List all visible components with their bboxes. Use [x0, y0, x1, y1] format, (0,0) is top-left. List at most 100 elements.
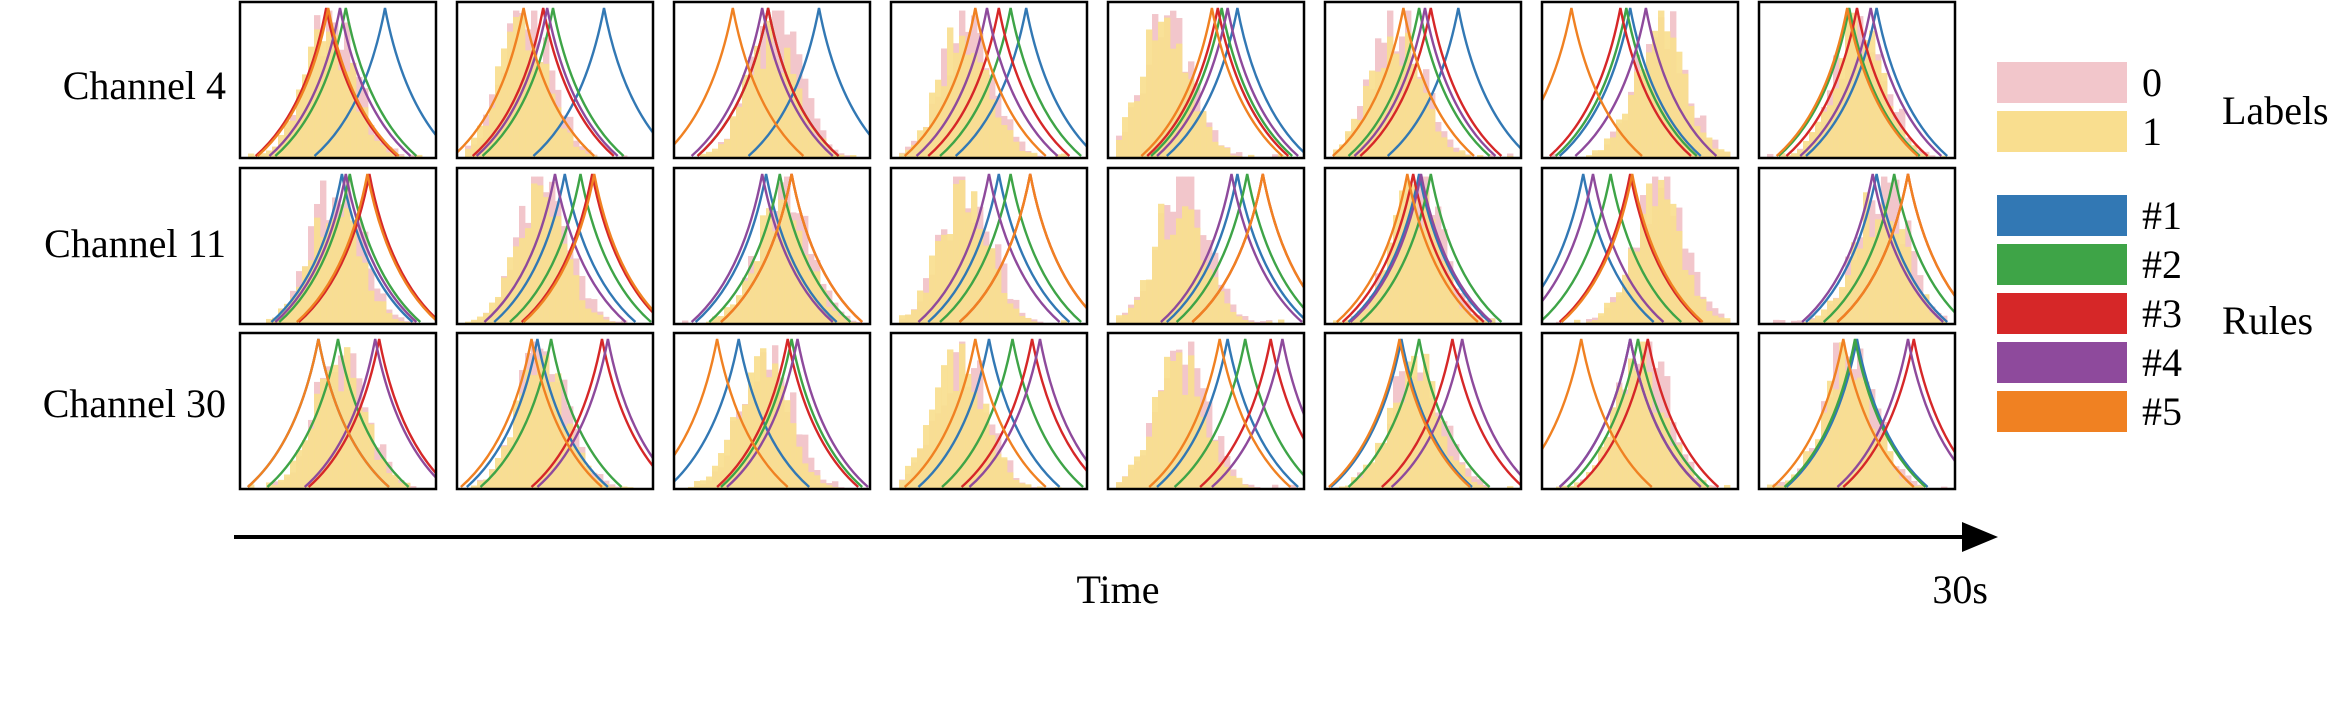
hist-bar-label-1 — [1917, 153, 1924, 158]
hist-bar-label-1 — [1128, 307, 1135, 324]
panel-r3-c2 — [455, 331, 655, 491]
hist-bar-label-1 — [320, 237, 327, 324]
hist-bar-label-1 — [1248, 154, 1255, 158]
hist-bar-label-1 — [1917, 294, 1924, 324]
hist-bar-label-1 — [1664, 199, 1671, 324]
hist-bar-label-1 — [1405, 32, 1412, 158]
panel-r3-c1 — [238, 331, 438, 491]
hist-bar-label-1 — [742, 74, 749, 158]
hist-bar-label-1 — [1652, 30, 1659, 158]
hist-bar-label-0 — [621, 155, 628, 158]
rule-3-curve — [1785, 7, 1929, 157]
hist-bar-label-1 — [1658, 10, 1665, 158]
hist-bar-label-1 — [1158, 203, 1165, 324]
panel-r1-c2 — [455, 0, 655, 160]
hist-bar-label-1 — [1441, 436, 1448, 489]
hist-bar-label-1 — [1664, 31, 1671, 158]
hist-bar-label-1 — [597, 314, 604, 324]
hist-bar-label-1 — [706, 151, 713, 158]
hist-bar-label-1 — [1899, 229, 1906, 324]
rule-4-curve — [1799, 7, 1943, 157]
panel-r2-c5 — [1106, 166, 1306, 326]
hist-bar-label-1 — [1718, 317, 1725, 324]
legend-text-rule-2: #2 — [2142, 242, 2182, 287]
rule-2-curve — [266, 338, 410, 488]
hist-bar-label-1 — [983, 69, 990, 158]
rule-4-curve — [1558, 338, 1702, 488]
hist-bar-label-1 — [1122, 117, 1129, 158]
hist-bar-label-1 — [1773, 485, 1780, 489]
rule-2-curve — [278, 173, 422, 323]
hist-bar-label-1 — [1417, 228, 1424, 324]
hist-bar-label-1 — [977, 229, 984, 324]
hist-bar-label-1 — [1278, 319, 1285, 324]
rule-3-curve — [696, 7, 840, 157]
hist-bar-label-1 — [1833, 88, 1840, 158]
hist-bar-label-1 — [1821, 111, 1828, 158]
hist-bar-label-1 — [272, 146, 279, 158]
hist-bar-label-1 — [844, 320, 851, 324]
rule-1-curve — [747, 7, 870, 157]
hist-bar-label-1 — [899, 315, 906, 324]
hist-bar-label-1 — [1670, 203, 1677, 324]
hist-bar-label-1 — [1718, 149, 1725, 158]
rule-5-curve — [674, 7, 805, 157]
hist-bar-label-1 — [1610, 407, 1617, 489]
hist-bar-label-1 — [1447, 147, 1454, 158]
hist-bar-label-1 — [1465, 313, 1472, 324]
hist-bar-label-1 — [356, 111, 363, 158]
time-axis: Time 30s — [234, 522, 1998, 612]
hist-bar-label-1 — [1809, 451, 1816, 489]
rule-2-curve — [1359, 173, 1503, 323]
hist-bar-label-1 — [1700, 298, 1707, 324]
rule-4-curve — [483, 173, 627, 323]
panel-frame — [1540, 0, 1740, 160]
hist-bar-label-1 — [278, 134, 285, 158]
panel-r1-c8 — [1757, 0, 1957, 160]
hist-bar-label-1 — [1869, 428, 1876, 489]
rule-2-curve — [481, 7, 625, 157]
hist-bar-label-1 — [1019, 316, 1026, 324]
hist-bar-label-1 — [1646, 52, 1653, 158]
hist-bar-label-1 — [1821, 309, 1828, 324]
hist-bar-label-1 — [1447, 456, 1454, 489]
hist-bar-label-0 — [1911, 481, 1918, 489]
hist-bar-label-1 — [1604, 302, 1611, 324]
legend-swatch-rule-5 — [1997, 391, 2127, 432]
hist-bar-label-1 — [917, 130, 924, 158]
hist-bar-label-1 — [712, 316, 719, 324]
hist-bar-label-1 — [501, 48, 508, 158]
rule-5-curve — [1332, 7, 1475, 157]
hist-bar-label-1 — [483, 479, 490, 489]
hist-bar-label-1 — [272, 484, 279, 489]
rule-1-curve — [1347, 173, 1491, 323]
hist-bar-label-1 — [561, 243, 568, 324]
hist-bar-label-1 — [1423, 192, 1430, 324]
panel-r3-c6 — [1323, 331, 1523, 491]
hist-bar-label-1 — [1640, 69, 1647, 158]
legend-title-rules: Rules — [2222, 298, 2313, 343]
hist-bar-label-1 — [1815, 121, 1822, 158]
hist-bar-label-1 — [1622, 113, 1629, 158]
hist-bar-label-1 — [1001, 125, 1008, 158]
hist-bar-label-1 — [905, 465, 912, 489]
hist-bar-label-1 — [507, 31, 514, 158]
hist-bar-label-1 — [591, 312, 598, 324]
hist-bar-label-1 — [1646, 372, 1653, 489]
hist-bar-label-1 — [489, 107, 496, 158]
hist-bar-label-1 — [398, 321, 405, 324]
hist-bar-label-1 — [525, 369, 532, 489]
hist-bar-label-1 — [368, 424, 375, 489]
hist-bar-label-0 — [1767, 153, 1774, 158]
hist-bar-label-1 — [1887, 221, 1894, 324]
hist-bar-label-1 — [1411, 355, 1418, 489]
hist-bar-label-1 — [1815, 439, 1822, 489]
hist-bar-label-1 — [1357, 477, 1364, 489]
hist-bar-label-1 — [1031, 321, 1038, 324]
hist-bar-label-1 — [790, 423, 797, 489]
hist-bar-label-1 — [296, 89, 303, 158]
hist-bar-label-1 — [1441, 260, 1448, 324]
hist-bar-label-1 — [995, 268, 1002, 324]
hist-bar-label-1 — [1061, 153, 1068, 158]
